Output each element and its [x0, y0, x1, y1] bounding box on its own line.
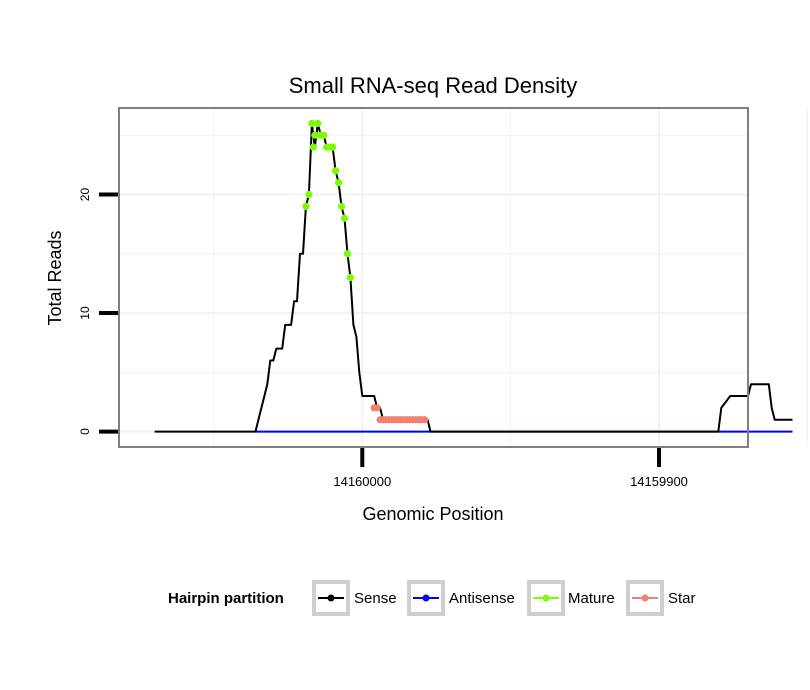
legend-entry-star: Star: [626, 580, 696, 616]
legend-key-mature-dot: [542, 594, 550, 602]
x-tick-label-14159900: 14159900: [630, 474, 688, 489]
y-tick-label-10: 10: [78, 306, 92, 320]
mature-point-0: [302, 202, 310, 210]
mature-point-15: [343, 250, 352, 258]
legend-entry-antisense: Antisense: [407, 580, 515, 616]
plot-frame: [118, 107, 749, 448]
legend-key-antisense-dot: [422, 594, 430, 602]
y-tick-label-0: 0: [78, 428, 92, 435]
mature-point-14: [340, 214, 349, 222]
legend-label-antisense: Antisense: [449, 590, 515, 607]
plot-panel: [119, 108, 748, 447]
mature-point-10: [329, 143, 337, 151]
mature-point-13: [337, 202, 346, 210]
legend-label-mature: Mature: [568, 590, 615, 607]
legend-key-star-dot: [641, 594, 649, 602]
legend-entry-mature: Mature: [527, 580, 615, 616]
mature-point-3: [309, 143, 317, 151]
legend: Hairpin partition Sense Antisense Mature…: [168, 580, 696, 616]
mature-point-12: [334, 179, 343, 187]
chart-title: Small RNA-seq Read Density: [289, 73, 578, 98]
series-layer: [154, 119, 793, 433]
series-sense-line: [154, 122, 793, 433]
legend-entry-sense: Sense: [312, 580, 397, 616]
y-tick-label-20: 20: [78, 188, 92, 202]
mature-point-4: [311, 131, 319, 139]
y-axis-label: Total Reads: [45, 230, 65, 325]
x-tick-label-14160000: 14160000: [333, 474, 391, 489]
y-axis: 0 10 20: [78, 188, 118, 435]
legend-label-star: Star: [668, 590, 696, 607]
mature-point-11: [331, 167, 340, 175]
mature-point-1: [305, 190, 313, 199]
mature-point-16: [346, 273, 355, 282]
legend-title: Hairpin partition: [168, 590, 284, 607]
x-axis: 14160000 14159900: [333, 448, 688, 489]
mature-point-7: [320, 131, 328, 139]
x-axis-label: Genomic Position: [362, 504, 503, 524]
mature-point-5: [314, 119, 322, 128]
legend-key-sense-dot: [327, 594, 335, 602]
star-point-1: [373, 404, 381, 412]
star-point-17: [420, 416, 429, 424]
legend-label-sense: Sense: [354, 590, 397, 607]
mature-point-2: [308, 119, 316, 128]
